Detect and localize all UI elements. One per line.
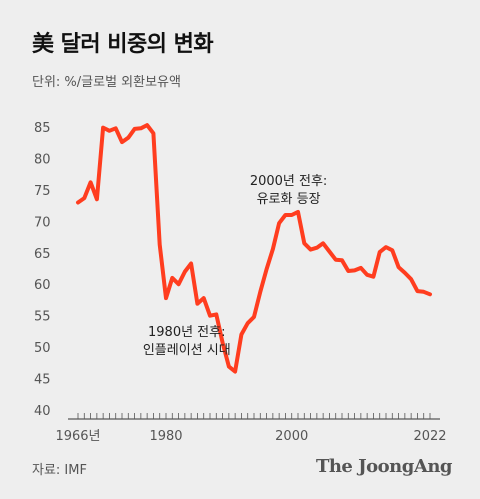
annotation-text: 1980년 전후:: [148, 325, 225, 340]
y-tick-label: 60: [34, 278, 51, 293]
y-tick-label: 45: [34, 373, 51, 388]
series-group: [76, 123, 432, 374]
y-tick-label: 80: [34, 152, 51, 167]
x-tick-label: 2000: [275, 429, 308, 444]
x-tick-label: 2022: [413, 429, 446, 444]
x-tick-label: 1980: [149, 429, 182, 444]
unit-label: 단위: %/글로벌 외환보유액: [32, 75, 181, 90]
y-axis-ticks: 40 45 50 55 60 65 70 75 80 85: [34, 121, 51, 419]
y-tick-label: 85: [34, 121, 51, 136]
x-tick-label: 1966년: [55, 429, 100, 444]
y-tick-label: 40: [34, 404, 51, 419]
annotations: 2000년 전후: 유로화 등장 1980년 전후: 인플레이션 시대: [143, 174, 328, 358]
series-line: [76, 123, 432, 374]
x-axis: 1966년 1980 2000 2022: [55, 413, 447, 444]
y-tick-label: 75: [34, 184, 51, 199]
y-tick-label: 65: [34, 247, 51, 262]
brand-logo: The JoongAng: [315, 456, 453, 477]
y-tick-label: 70: [34, 215, 51, 230]
y-tick-label: 55: [34, 310, 51, 325]
annotation-text: 인플레이션 시대: [143, 343, 231, 358]
annotation-text: 유로화 등장: [257, 192, 321, 207]
chart-title: 美 달러 비중의 변화: [32, 32, 214, 57]
y-tick-label: 50: [34, 341, 51, 356]
source-label: 자료: IMF: [32, 463, 87, 478]
annotation-text: 2000년 전후:: [250, 174, 327, 189]
